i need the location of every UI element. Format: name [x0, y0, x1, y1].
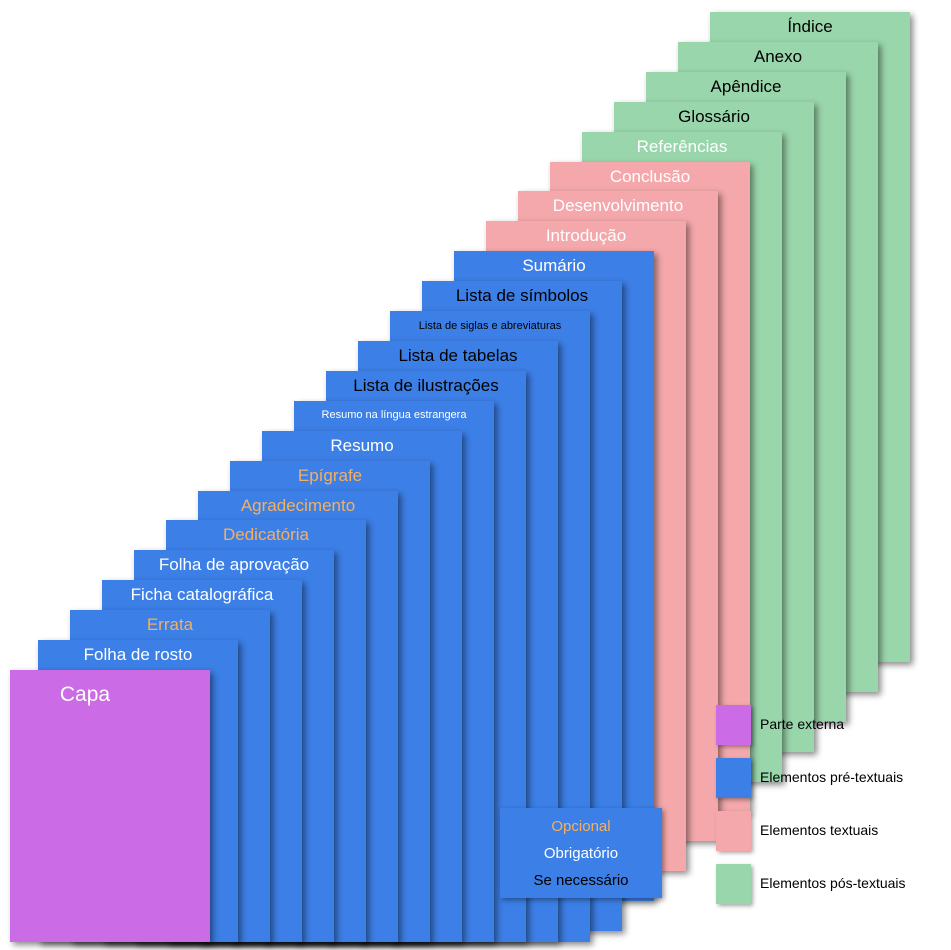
cover-page: Capa	[10, 670, 210, 942]
page-label: Anexo	[753, 46, 803, 66]
page-label: Epígrafe	[297, 465, 363, 485]
page-label: Introdução	[545, 226, 627, 246]
page-label: Resumo na língua estrangera	[321, 409, 467, 422]
page-label: Glossário	[678, 106, 750, 126]
page-label: Sumário	[522, 256, 586, 276]
legend-label-pre-textuais: Elementos pré-textuais	[760, 769, 904, 785]
page-label: Dedicatória	[223, 525, 309, 545]
key-se-necessario: Se necessário	[533, 871, 629, 889]
page-label: Lista de tabelas	[398, 346, 518, 365]
key-obrigatorio: Obrigatório	[543, 844, 619, 862]
legend-swatch-pre-textuais	[716, 758, 751, 798]
page-label: Folha de rosto	[83, 645, 193, 664]
legend-swatch-externa	[716, 705, 751, 745]
legend-label-pos-textuais: Elementos pós-textuais	[760, 875, 906, 891]
page-label: Desenvolvimento	[552, 196, 684, 216]
legend-item-pos-textuais: Elementos pós-textuais	[716, 864, 951, 904]
page-label: Índice	[787, 17, 833, 36]
page-label: Apêndice	[710, 76, 782, 96]
status-key-box: Opcional Obrigatório Se necessário	[500, 808, 662, 898]
legend-item-textuais: Elementos textuais	[716, 811, 951, 851]
legend-item-pre-textuais: Elementos pré-textuais	[716, 758, 951, 798]
page-label: Resumo	[330, 435, 394, 455]
legend-label-externa: Parte externa	[760, 716, 845, 732]
page-label: Errata	[146, 615, 194, 635]
cover-label: Capa	[59, 683, 111, 706]
page-label: Lista de siglas e abreviaturas	[418, 319, 562, 332]
legend-item-externa: Parte externa	[716, 705, 951, 745]
legend-swatch-textuais	[716, 811, 751, 851]
page-label: Agradecimento	[240, 495, 356, 515]
page-label: Folha de aprovação	[158, 555, 310, 575]
legend-swatch-pos-textuais	[716, 864, 751, 904]
page-label: Lista de ilustrações	[353, 375, 499, 395]
legend-label-textuais: Elementos textuais	[760, 822, 879, 838]
key-opcional: Opcional	[551, 817, 611, 835]
page-label: Conclusão	[609, 166, 691, 186]
page-label: Referências	[636, 136, 728, 156]
page-label: Ficha catalográfica	[130, 585, 274, 605]
page-label: Lista de símbolos	[455, 286, 589, 306]
